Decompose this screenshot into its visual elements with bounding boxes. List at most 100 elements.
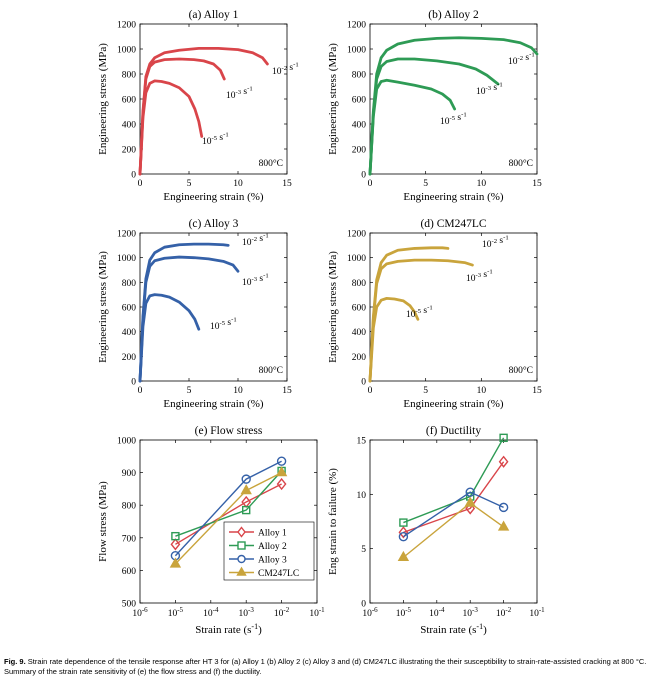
curve-label: 10-3 s-1: [226, 85, 253, 101]
curve-label-exp: -2: [282, 65, 288, 72]
figure-caption: Fig. 9. Strain rate dependence of the te…: [4, 657, 648, 677]
curve-label-exp: -1: [263, 272, 269, 279]
x-tick-label: 5: [187, 386, 192, 396]
y-tick-label: 600: [122, 96, 137, 106]
x-tick-label: 0: [368, 179, 373, 189]
x-axis-label-close: ): [258, 624, 262, 636]
y-tick-label: 0: [361, 600, 366, 610]
x-tick-label-base: 10: [396, 609, 406, 619]
x-tick-label-exp: -5: [177, 606, 183, 614]
y-tick-label: 800: [352, 279, 367, 289]
legend-marker-diamond: [237, 526, 246, 538]
y-tick-label: 1000: [347, 254, 366, 264]
x-tick-label: 15: [282, 179, 292, 189]
y-tick-label: 0: [131, 378, 136, 388]
y-tick-label: 400: [352, 328, 367, 338]
x-tick-label: 10-1: [529, 606, 545, 619]
curve-label: 10-5 s-1: [210, 316, 237, 332]
x-tick-label-exp: -3: [248, 606, 254, 614]
x-tick-label: 10-3: [239, 606, 255, 619]
curve-label: 10-2 s-1: [482, 234, 509, 250]
chart-title: (f) Ductility: [426, 425, 481, 437]
stress-strain-curve: [138, 57, 226, 176]
series-line-cm247lc: [402, 502, 505, 558]
y-tick-label: 200: [122, 146, 137, 156]
y-tick-label: 800: [352, 71, 367, 81]
data-point-triangle: [275, 466, 288, 477]
x-tick-label-base: 10: [168, 609, 178, 619]
legend: Alloy 1 Alloy 2 Alloy 3 CM247LC: [223, 521, 315, 581]
x-tick-label-exp: -1: [319, 606, 325, 614]
curve-label-exp: -3: [476, 272, 482, 279]
x-tick-label-exp: -4: [213, 606, 219, 614]
data-point-square: [241, 505, 251, 515]
x-tick-label-base: 10: [496, 609, 506, 619]
x-axis-label: Engineering strain (%): [403, 191, 504, 203]
y-tick-label: 0: [361, 378, 366, 388]
x-axis-label-close: ): [483, 624, 487, 636]
x-tick-label-exp: -5: [405, 606, 411, 614]
x-tick-label: 10-1: [309, 606, 325, 619]
x-tick-label: 10-3: [463, 606, 479, 619]
temperature-annotation: 800°C: [259, 365, 283, 376]
temperature-annotation: 800°C: [259, 158, 283, 169]
x-axis-label-text: Strain rate (s: [420, 624, 476, 636]
stress-strain-curve: [368, 296, 420, 383]
y-tick-label: 200: [352, 146, 367, 156]
data-point-circle: [498, 502, 509, 513]
curve-label-base: 10: [482, 240, 492, 250]
curve-label-exp: -2: [518, 55, 524, 62]
x-tick-label: 10: [477, 386, 487, 396]
x-tick-label: 10-5: [168, 606, 184, 619]
data-point-square: [399, 518, 408, 527]
y-tick-label: 600: [122, 304, 137, 314]
chart-title: (b) Alloy 2: [428, 9, 479, 21]
curve-label-exp: -1: [427, 304, 433, 311]
x-tick-label: 10-4: [429, 606, 445, 619]
curve-label: 10-3 s-1: [476, 81, 503, 97]
x-tick-label: 10: [233, 179, 243, 189]
x-tick-label: 10-5: [396, 606, 412, 619]
curve-label-base: 10: [476, 87, 486, 97]
plot-frame: [369, 439, 538, 604]
curve-label-base: 10: [508, 57, 518, 67]
data-point-diamond: [465, 502, 476, 515]
curve-label: 10-5 s-1: [406, 304, 433, 320]
figure-caption-label: Fig. 9.: [4, 657, 26, 666]
x-tick-label-base: 10: [463, 609, 473, 619]
x-tick-label: 10: [233, 386, 243, 396]
curve-label-base: s: [481, 270, 487, 280]
y-axis-label: Engineering stress (MPa): [97, 43, 109, 155]
curve-label-base: 10: [406, 310, 416, 320]
chart-a: (a) Alloy 1 0 200 400 600 800 1000 1200 0 5 10 15 En…: [97, 9, 299, 203]
curve-label-exp: -1: [461, 111, 467, 118]
legend-label: Alloy 1: [258, 529, 287, 539]
series-line-alloy-3: [174, 460, 282, 557]
x-axis-label: Engineering strain (%): [163, 398, 264, 410]
data-point-diamond: [276, 477, 287, 491]
curve-label-exp: -5: [450, 115, 456, 122]
curve-label-exp: -1: [263, 232, 269, 239]
curve-label-base: 10: [242, 278, 252, 288]
y-axis-label: Engineering stress (MPa): [327, 43, 339, 155]
series-line-alloy-3: [403, 491, 504, 538]
curve-label-exp: -1: [223, 131, 229, 138]
x-axis-label: Engineering strain (%): [163, 191, 264, 203]
legend-marker-square: [237, 541, 246, 550]
curve-label-base: s: [491, 83, 497, 93]
y-tick-label: 200: [122, 353, 137, 363]
y-tick-label: 200: [352, 353, 367, 363]
x-tick-label-exp: -6: [372, 606, 378, 614]
temperature-annotation: 800°C: [509, 158, 533, 169]
x-tick-label: 10: [477, 179, 487, 189]
legend-label: Alloy 3: [258, 556, 287, 566]
series-line-alloy-2: [403, 437, 505, 524]
y-tick-label: 600: [352, 96, 367, 106]
curve-label-exp: -5: [416, 308, 422, 315]
curve-label: 10-5 s-1: [440, 111, 467, 127]
data-point-circle: [241, 474, 251, 484]
x-tick-label-exp: -3: [472, 606, 478, 614]
legend-label: CM247LC: [258, 569, 299, 579]
y-tick-label: 800: [122, 279, 137, 289]
curve-label: 10-5 s-1: [202, 131, 229, 147]
